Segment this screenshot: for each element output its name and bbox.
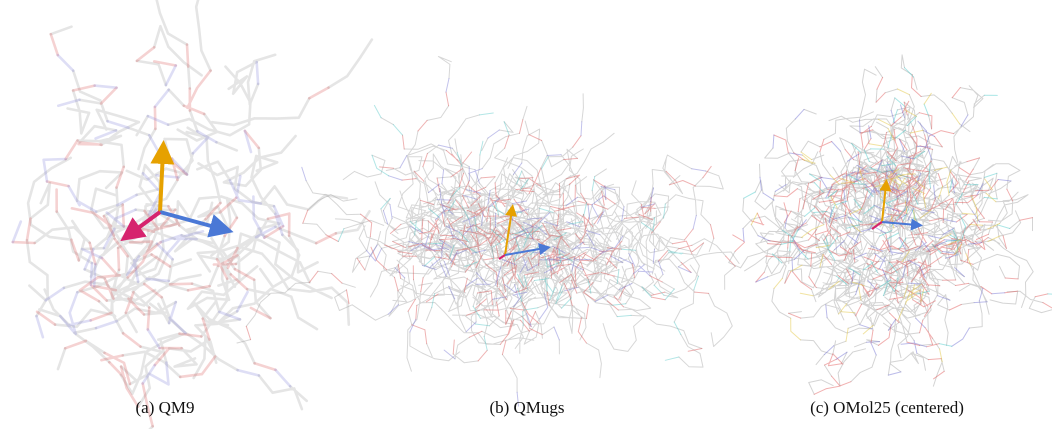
molecule-bonds	[237, 57, 739, 393]
molecule-bonds	[27, 0, 372, 429]
axis-arrow	[160, 152, 163, 212]
caption: (a) QM9	[135, 398, 194, 417]
caption: (b) QMugs	[489, 398, 564, 417]
figure: (a) QM9 (b) QMugs (c) OMol25 (centered)	[0, 0, 1052, 429]
caption: (c) OMol25 (centered)	[810, 398, 964, 417]
molecule-bonds	[729, 55, 1052, 394]
page: (a) QM9 (b) QMugs (c) OMol25 (centered) …	[0, 0, 1052, 429]
molecule-bonds	[338, 105, 698, 360]
